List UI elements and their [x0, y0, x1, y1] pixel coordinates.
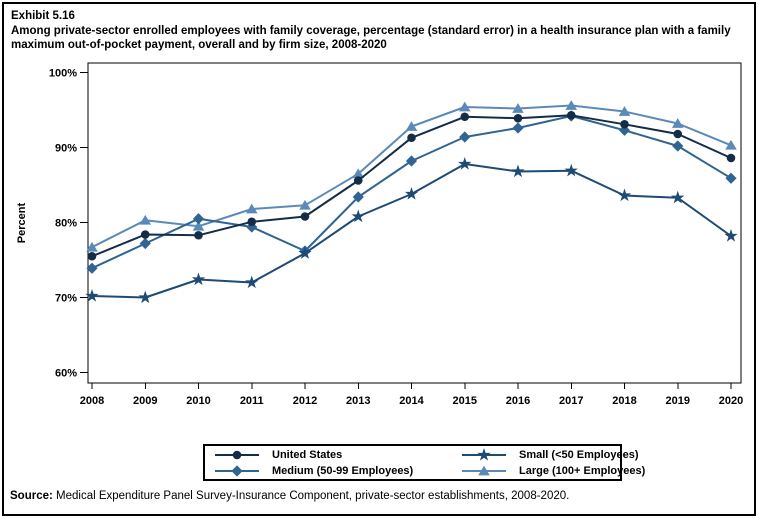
legend-label: United States [272, 448, 343, 461]
star-marker [671, 190, 685, 204]
diamond-marker [231, 464, 243, 477]
x-tick-label: 2010 [186, 395, 210, 407]
circle-marker [247, 217, 257, 227]
plot-area [87, 62, 742, 384]
diamond-marker [352, 191, 364, 203]
circle-marker [460, 112, 470, 122]
star-marker [724, 229, 738, 242]
star-marker [191, 272, 206, 286]
circle-marker [140, 230, 150, 239]
x-tick-label: 2018 [612, 395, 636, 407]
legend-sample-star [462, 447, 506, 461]
star-marker [564, 163, 578, 177]
legend-sample-circle [215, 450, 259, 459]
y-tick-label: 60% [55, 368, 77, 380]
source-text: Medical Expenditure Panel Survey-Insuran… [52, 490, 570, 502]
circle-marker [726, 153, 736, 163]
legend-item: Small (<50 Employees) [461, 447, 645, 462]
series-diamond [86, 110, 737, 274]
x-tick-label: 2015 [453, 395, 477, 407]
circle-marker [566, 110, 576, 120]
diamond-marker [192, 213, 205, 225]
line-chart: 100% 90% 80% 70% 60% 2008 2009 2010 2011 2012 2013… [16, 62, 743, 407]
star-marker [477, 447, 491, 461]
y-tick-label: 100% [49, 68, 77, 80]
source-label: Source: [10, 490, 53, 502]
diamond-marker [672, 140, 684, 152]
legend-item: Large (100+ Employees) [461, 463, 645, 478]
triangle-marker [458, 101, 471, 112]
x-tick-label: 2020 [719, 395, 743, 407]
source-note: Source: Medical Expenditure Panel Survey… [10, 490, 569, 502]
triangle-marker [192, 220, 205, 231]
diamond-marker [512, 122, 524, 134]
legend-label: Large (100+ Employees) [519, 464, 646, 477]
triangle-marker [139, 214, 152, 225]
circle-marker [300, 212, 310, 221]
chart-title: Among private-sector enrolled employees … [11, 24, 731, 52]
circle-marker [353, 176, 363, 185]
x-tick-label: 2012 [293, 395, 317, 407]
circle-marker [407, 133, 416, 143]
circle-marker [620, 119, 629, 129]
circle-marker [513, 113, 523, 123]
triangle-marker [245, 203, 258, 214]
series-star [85, 157, 738, 304]
chart-legend: United States Small (<50 Employees) Medium… [203, 444, 645, 481]
star-marker [511, 164, 525, 178]
x-tick-label: 2008 [80, 395, 104, 407]
legend-sample-diamond [215, 464, 259, 477]
triangle-marker [725, 139, 737, 150]
triangle-marker [352, 168, 365, 179]
triangle-marker [86, 241, 98, 252]
x-tick-label: 2011 [240, 395, 264, 407]
triangle-marker [671, 118, 684, 128]
circle-marker [673, 129, 683, 139]
star-marker [617, 188, 632, 202]
legend-item: United States [214, 447, 461, 462]
star-marker [404, 187, 419, 200]
series-triangle [86, 100, 737, 252]
y-tick-label: 80% [55, 218, 77, 230]
star-marker [351, 209, 365, 223]
legend-sample-triangle [462, 465, 506, 475]
x-tick-label: 2013 [346, 395, 370, 407]
triangle-marker [565, 100, 578, 110]
diamond-marker [725, 172, 737, 184]
diamond-marker [139, 237, 151, 250]
star-marker [458, 157, 472, 170]
triangle-marker [478, 465, 490, 475]
series-line [91, 163, 732, 299]
legend-label: Medium (50-99 Employees) [272, 464, 414, 477]
y-axis-label: Percent [16, 202, 28, 243]
triangle-marker [405, 121, 418, 131]
exhibit-number: Exhibit 5.16 [11, 10, 75, 22]
x-tick-label: 2014 [399, 395, 424, 407]
circle-marker [87, 251, 97, 261]
x-tick-label: 2016 [506, 395, 530, 407]
legend-label: Small (<50 Employees) [519, 448, 639, 461]
circle-marker [194, 230, 203, 240]
diamond-marker [405, 155, 418, 167]
legend-item: Medium (50-99 Employees) [214, 463, 461, 478]
x-tick-label: 2009 [133, 395, 157, 407]
circle-marker [232, 450, 242, 459]
triangle-marker [512, 103, 524, 113]
y-tick-label: 90% [55, 143, 77, 155]
x-tick-label: 2017 [559, 395, 583, 407]
triangle-marker [299, 199, 311, 210]
star-marker [298, 246, 312, 259]
series-circle [87, 110, 736, 261]
triangle-marker [618, 106, 631, 116]
star-marker [245, 275, 259, 289]
star-marker [85, 289, 99, 302]
diamond-marker [86, 262, 98, 274]
y-tick-label: 70% [55, 293, 77, 305]
x-tick-label: 2019 [666, 395, 690, 407]
chart-header: Exhibit 5.16 Among private-sector enroll… [11, 9, 749, 53]
star-marker [138, 290, 152, 304]
diamond-marker [459, 131, 471, 143]
